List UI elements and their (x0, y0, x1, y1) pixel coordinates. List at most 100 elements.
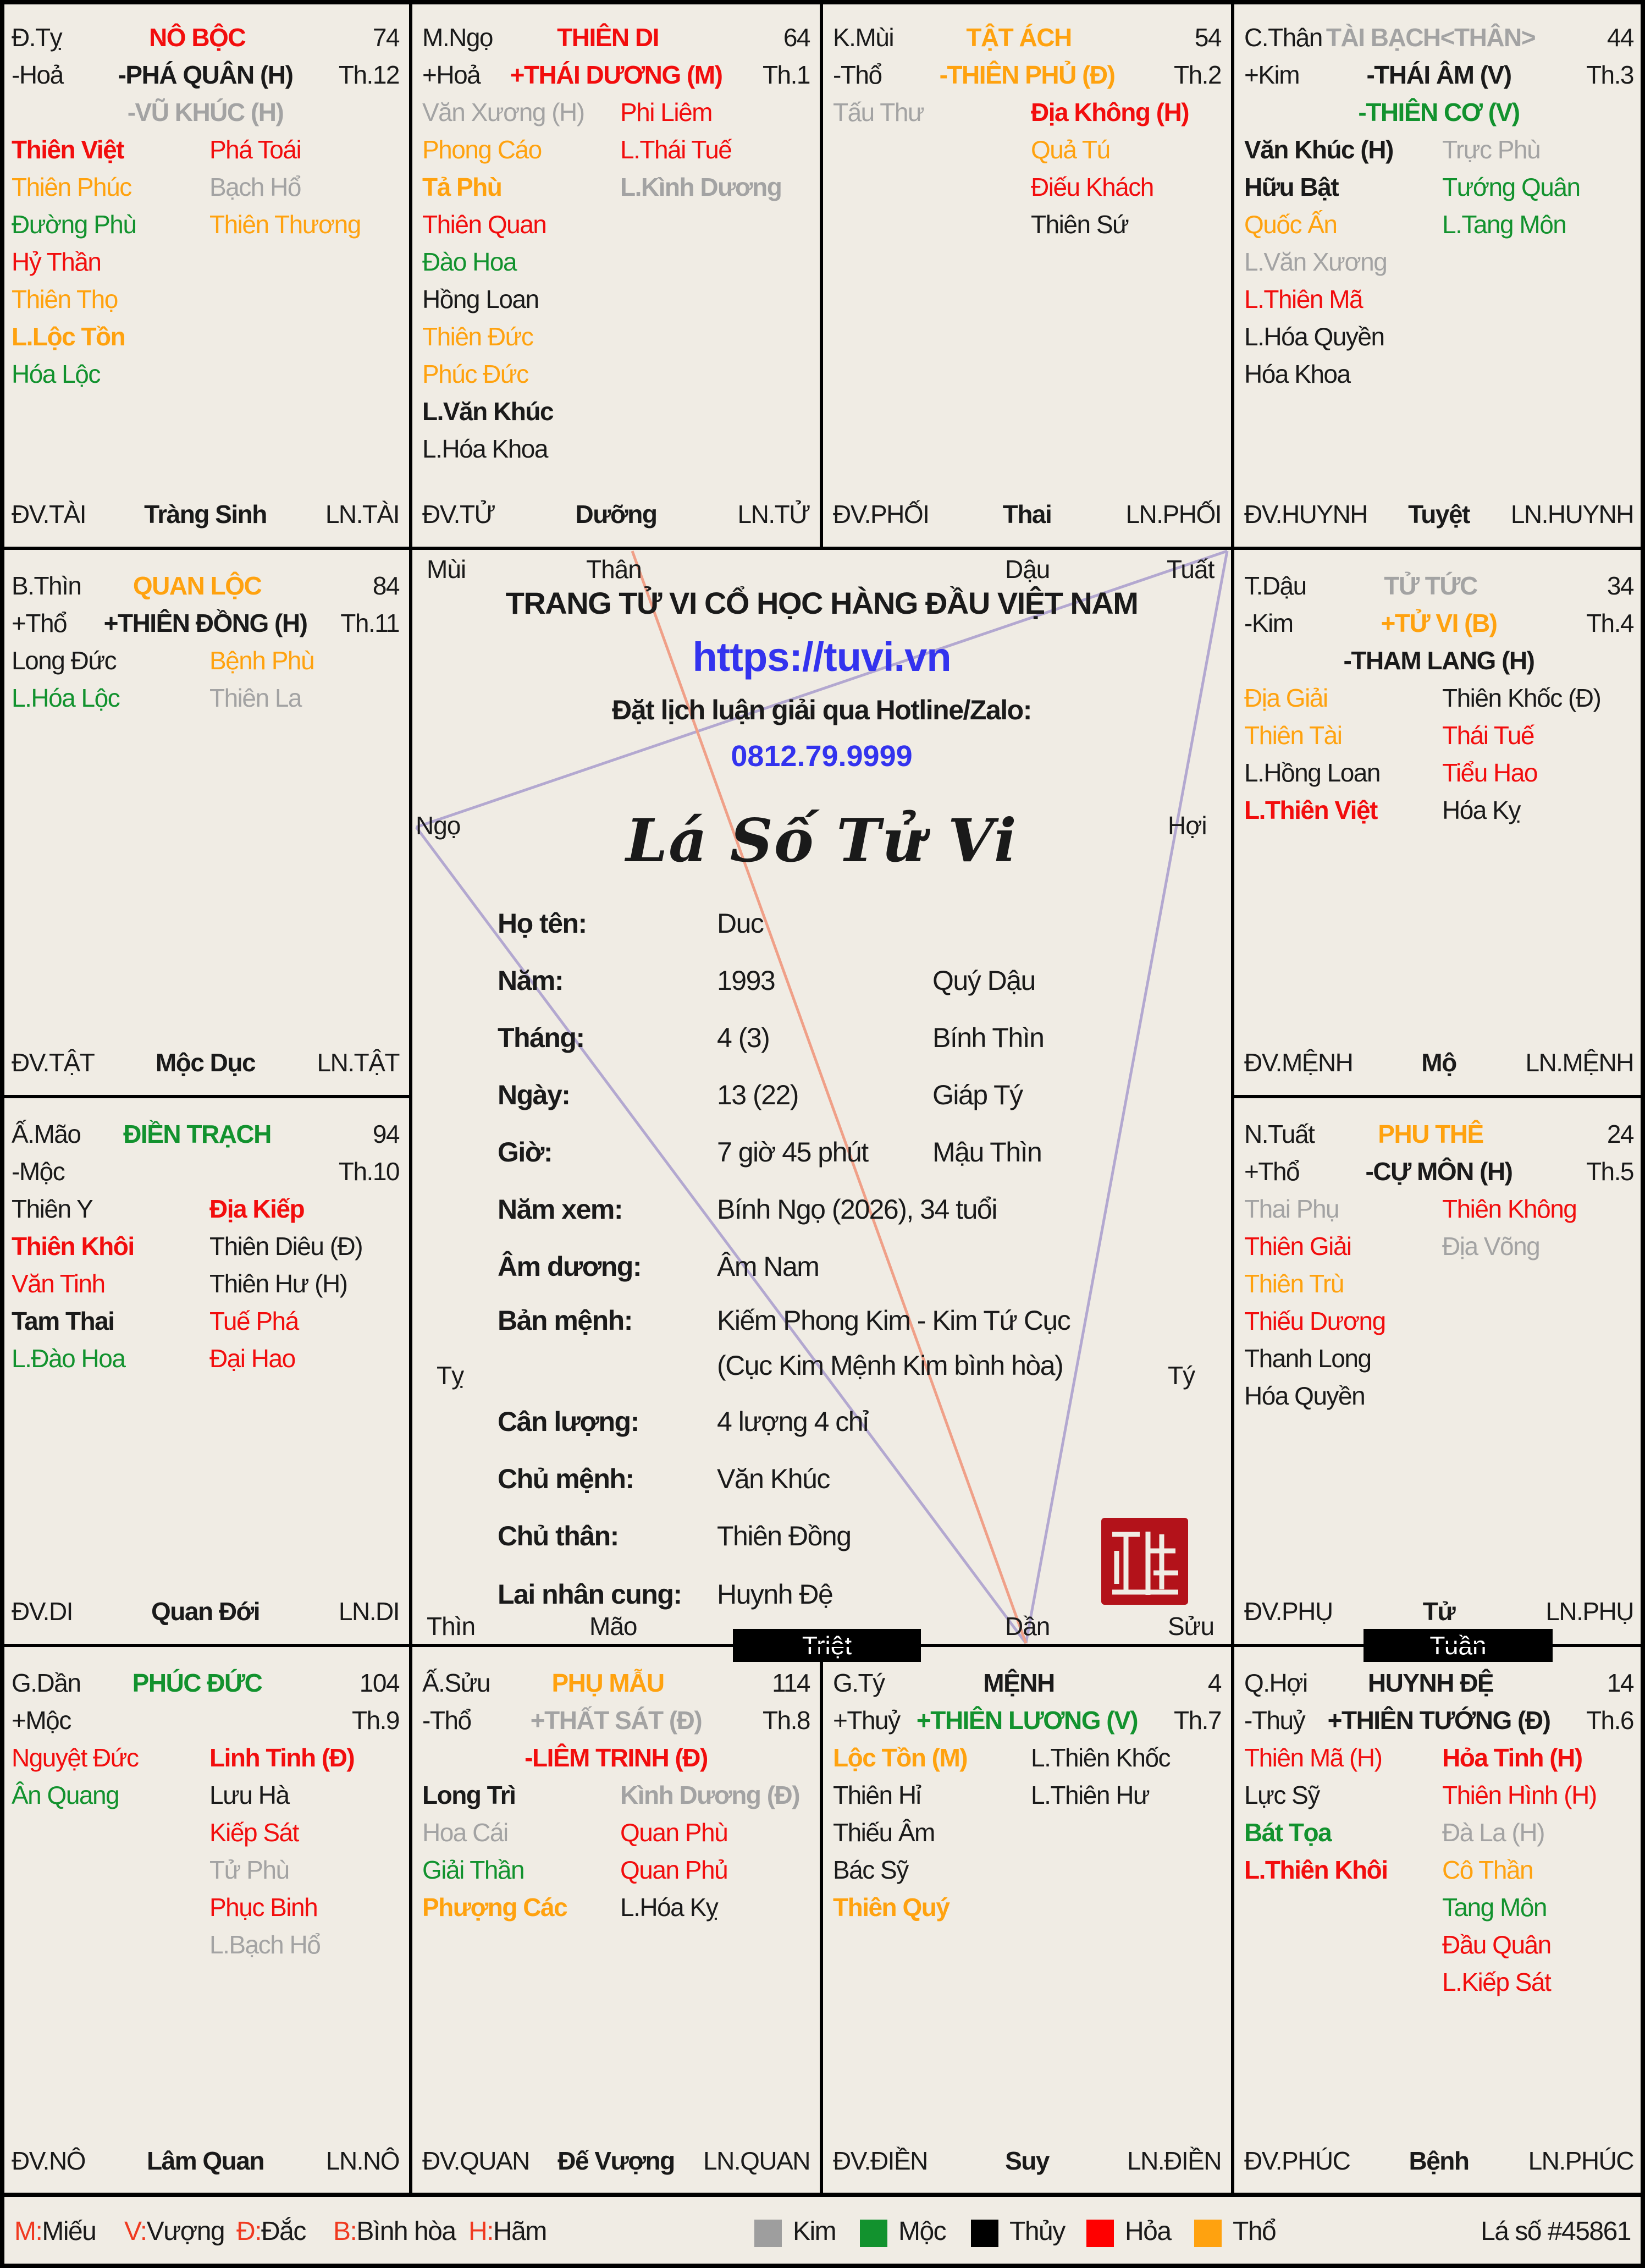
legend-strength: H:Hãm (468, 2216, 547, 2247)
palace-cell[interactable]: B.Thìn QUAN LỘC 84 +Thổ Th.11 +THIÊN ĐỒNG (H)… (0, 548, 411, 1097)
info-label: Lai nhân cung: (498, 1579, 682, 1610)
minor-star: Quan Phủ (620, 1856, 728, 1884)
footer-phase: Bệnh (1409, 2146, 1470, 2175)
palace-cell[interactable]: C.Thân TÀI BẠCH<THÂN> 44 +Kim Th.3 -THÁI ÂM (… (1233, 0, 1645, 548)
info-label: Cân lượng: (498, 1406, 639, 1437)
footer-phase: Lâm Quan (147, 2146, 264, 2175)
footer-phase: Mộ (1421, 1048, 1457, 1077)
palace-branch: Q.Hợi (1244, 1669, 1308, 1697)
info-value: Huynh Đệ (717, 1579, 833, 1610)
minor-star: L.Kình Dương (620, 173, 782, 201)
minor-star: Tả Phù (422, 173, 503, 201)
minor-star: L.Tang Môn (1442, 210, 1567, 239)
minor-star: Quốc Ấn (1244, 210, 1338, 239)
palace-element: -Hoả (12, 60, 64, 89)
palace-cell[interactable]: Ấ.Mão ĐIỀN TRẠCH 94 -Mộc Th.10 Thiên Y Thiên K… (0, 1097, 411, 1645)
footer-dai-van: ĐV.PHỤ (1244, 1597, 1333, 1626)
palace-title: NÔ BỘC (149, 23, 246, 52)
minor-star: Điếu Khách (1031, 173, 1154, 201)
main-star: -LIÊM TRINH (Đ) (525, 1743, 708, 1772)
main-star: -PHÁ QUÂN (H) (118, 60, 294, 89)
info-label: Bản mệnh: (498, 1305, 633, 1336)
legend-strength-value: Miếu (42, 2217, 97, 2246)
info-label: Giờ: (498, 1137, 553, 1168)
footer-phase: Quan Đới (151, 1597, 261, 1626)
palace-cell[interactable]: Q.Hợi HUYNH ĐỆ 14 -Thuỷ Th.6 +THIÊN TƯỚNG (Đ)… (1233, 1645, 1645, 2195)
footer-luu-nien: LN.PHỐI (1125, 500, 1222, 529)
minor-star: Phá Toái (209, 135, 302, 164)
palace-cell[interactable]: M.Ngọ THIÊN DI 64 +Hoả Th.1 +THÁI DƯƠNG (M) Vă… (411, 0, 821, 548)
grid-divider (820, 1645, 823, 2195)
minor-star: Quan Phù (620, 1818, 728, 1847)
minor-star: Lực Sỹ (1244, 1781, 1320, 1809)
legend-strength: B:Bình hòa (333, 2216, 456, 2247)
info-extra: Giáp Tý (932, 1080, 1023, 1110)
element-swatch (1086, 2220, 1114, 2247)
main-star: +THIÊN ĐỒNG (H) (103, 609, 308, 637)
minor-star: Địa Võng (1442, 1232, 1541, 1260)
palace-cell[interactable]: T.Dậu TỬ TỨC 34 -Kim Th.4 +TỬ VI (B) -THAM LAN… (1233, 548, 1645, 1097)
branch-label-dan: Dần (1005, 1612, 1050, 1641)
minor-star: Long Trì (422, 1781, 516, 1809)
legend-strength: V:Vượng (124, 2216, 225, 2247)
palace-branch: N.Tuất (1244, 1120, 1315, 1148)
palace-cell[interactable]: Ấ.Sửu PHỤ MẪU 114 -Thổ Th.8 +THẤT SÁT (Đ) -LIÊ… (411, 1645, 821, 2195)
palace-element: -Thổ (422, 1706, 472, 1735)
palace-branch: M.Ngọ (422, 23, 493, 52)
palace-month: Th.9 (351, 1706, 400, 1735)
minor-star: Thiên Quý (833, 1893, 950, 1922)
footer-phase: Mộc Dục (155, 1048, 256, 1077)
palace-cell[interactable]: K.Mùi TẬT ÁCH 54 -Thổ Th.2 -THIÊN PHỦ (Đ) Tấu … (821, 0, 1233, 548)
branch-label-ngo: Ngọ (416, 811, 461, 840)
palace-age: 4 (1207, 1669, 1222, 1697)
element-name: Hỏa (1125, 2217, 1172, 2246)
branch-label-mao: Mão (589, 1612, 637, 1641)
palace-cell[interactable]: N.Tuất PHU THÊ 24 +Thổ Th.5 -CỰ MÔN (H) Thai P… (1233, 1097, 1645, 1645)
line-tuat-dan (1024, 551, 1229, 1644)
info-value: Kiếm Phong Kim - Kim Tứ Cục (717, 1305, 1071, 1336)
info-label: Chủ mệnh: (498, 1463, 634, 1494)
minor-star: Thiên Hư (H) (209, 1269, 348, 1298)
info-label: Chủ thân: (498, 1521, 619, 1551)
footer-luu-nien: LN.DI (338, 1597, 400, 1626)
main-star: -CỰ MÔN (H) (1365, 1157, 1513, 1186)
main-star: +TỬ VI (B) (1381, 609, 1498, 637)
palace-cell[interactable]: Đ.Tỵ NÔ BỘC 74 -Hoả Th.12 -PHÁ QUÂN (H) -VŨ KH… (0, 0, 411, 548)
minor-star: Ân Quang (12, 1781, 120, 1809)
minor-star: Lộc Tồn (M) (833, 1743, 968, 1772)
minor-star: Thiên Đức (422, 322, 534, 351)
minor-star: Tam Thai (12, 1307, 115, 1335)
info-extra: Mậu Thìn (932, 1137, 1042, 1168)
grid-divider (1641, 0, 1645, 2268)
chart-id: Lá số #45861 (1481, 2217, 1631, 2246)
grid-divider (0, 0, 1645, 4)
minor-star: Văn Xương (H) (422, 98, 585, 126)
minor-star: Phượng Các (422, 1893, 568, 1922)
minor-star: Thiên Khốc (Đ) (1442, 684, 1602, 712)
minor-star: Tấu Thư (833, 98, 925, 126)
legend-strength-value: Đắc (261, 2217, 306, 2246)
info-label: Họ tên: (498, 908, 587, 939)
element-name: Kim (793, 2217, 837, 2246)
minor-star: Tuế Phá (209, 1307, 299, 1335)
footer-dai-van: ĐV.NÔ (12, 2146, 86, 2175)
minor-star: Hóa Quyền (1244, 1381, 1366, 1410)
minor-star: Linh Tinh (Đ) (209, 1743, 355, 1772)
grid-divider (0, 1095, 411, 1098)
palace-title: TÀI BẠCH<THÂN> (1326, 23, 1536, 52)
palace-cell[interactable]: G.Tý MỆNH 4 +Thuỷ Th.7 +THIÊN LƯƠNG (V) Lộc Tồ… (821, 1645, 1233, 2195)
website-link[interactable]: https://tuvi.vn (692, 634, 951, 680)
info-label: Năm xem: (498, 1194, 623, 1225)
element-swatch (971, 2220, 998, 2247)
minor-star: Giải Thần (422, 1856, 525, 1884)
palace-month: Th.6 (1586, 1706, 1635, 1735)
palace-cell[interactable]: G.Dần PHÚC ĐỨC 104 +Mộc Th.9 Nguyệt Đức Ân Qua… (0, 1645, 411, 2195)
branch-label-thin: Thìn (427, 1612, 476, 1641)
hotline-phone[interactable]: 0812.79.9999 (731, 740, 913, 773)
element-name: Mộc (898, 2217, 947, 2246)
minor-star: Hỷ Thần (12, 247, 102, 276)
footer-phase: Tuyệt (1408, 500, 1470, 529)
minor-star: Thai Phụ (1244, 1194, 1340, 1223)
minor-star: Hóa Lộc (12, 360, 101, 388)
footer-dai-van: ĐV.HUYNH (1244, 500, 1368, 529)
